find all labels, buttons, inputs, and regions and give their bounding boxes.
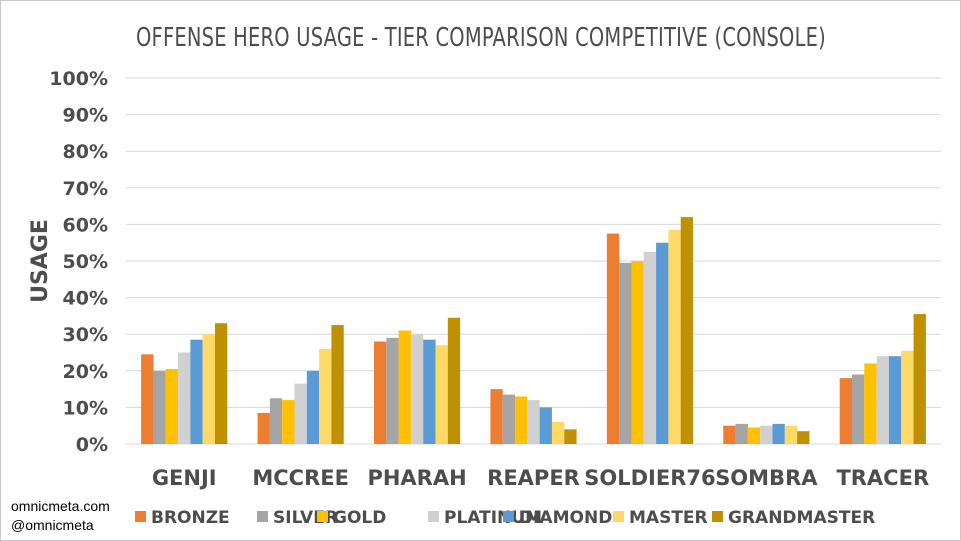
watermark-handle: @omnicmeta (11, 517, 94, 533)
bar-sombra-bronze (723, 425, 736, 444)
bar-mccree-gold (282, 400, 295, 444)
bar-soldier76-platinum (643, 251, 657, 444)
legend-label: GRANDMASTER (728, 508, 875, 528)
bar-tracer-gold (864, 363, 877, 444)
bar-genji-platinum (178, 352, 191, 444)
y-axis-ticks: 0% 10% 20% 30% 40% 50% 60% 70% 80% 90% 100% (49, 68, 108, 456)
bar-mccree-master (319, 348, 332, 444)
y-tick-label: 10% (63, 397, 108, 419)
bar-soldier76-diamond (656, 242, 669, 444)
bar-reaper-gold (515, 396, 528, 444)
bar-mccree-diamond (306, 370, 320, 444)
bar-tracer-silver (852, 374, 865, 444)
y-tick-label: 80% (63, 141, 108, 163)
x-tick-label: PHARAH (367, 466, 466, 490)
bar-mccree-platinum (294, 383, 307, 444)
bar-pharah-grandmaster (447, 317, 461, 444)
legend-label: GOLD (333, 508, 386, 528)
x-tick-label: SOLDIER76 (584, 466, 715, 490)
legend-label: DIAMOND (519, 508, 612, 528)
legend-swatch (317, 511, 328, 522)
legend-label: SILVER (273, 508, 338, 528)
bar-genji-grandmaster (214, 323, 228, 444)
y-tick-label: 20% (63, 361, 108, 383)
bar-pharah-gold (398, 330, 411, 444)
watermark: omnicmeta.com @omnicmeta (11, 497, 110, 535)
bar-pharah-diamond (423, 339, 436, 444)
bar-sombra-grandmaster (797, 431, 810, 444)
bar-sombra-silver (735, 423, 748, 444)
legend-swatch (712, 511, 723, 522)
bar-genji-gold (165, 368, 179, 444)
legend-swatch (613, 511, 624, 522)
legend-swatch (428, 511, 439, 522)
bar-soldier76-master (668, 229, 681, 444)
legend-swatch (257, 511, 268, 522)
bar-mccree-grandmaster (331, 325, 344, 444)
bar-reaper-silver (502, 394, 516, 444)
watermark-site: omnicmeta.com (11, 498, 110, 514)
bar-soldier76-gold (631, 261, 644, 444)
bar-mccree-silver (269, 398, 283, 444)
bar-genji-diamond (190, 339, 203, 444)
gridlines (126, 77, 941, 445)
bar-soldier76-grandmaster (680, 217, 694, 444)
bar-sombra-diamond (772, 423, 785, 444)
bar-reaper-grandmaster (564, 429, 577, 444)
y-tick-label: 30% (63, 324, 108, 346)
x-axis-ticks: GENJI MCCREE PHARAH REAPER SOLDIER76 SOMBRA TR… (152, 466, 929, 490)
y-tick-label: 100% (49, 68, 108, 90)
bar-genji-silver (153, 370, 166, 444)
bar-pharah-master (435, 345, 448, 444)
bar-tracer-grandmaster (913, 314, 926, 444)
x-tick-label: TRACER (836, 466, 929, 490)
x-tick-label: MCCREE (252, 466, 349, 490)
legend-swatch (135, 511, 146, 522)
bar-tracer-bronze (839, 378, 853, 444)
bar-mccree-bronze (257, 412, 270, 444)
bars (141, 217, 926, 444)
legend-label: BRONZE (151, 508, 230, 528)
bar-reaper-platinum (527, 400, 540, 444)
bar-sombra-platinum (760, 425, 773, 444)
bar-sombra-gold (747, 427, 761, 444)
legend-label: MASTER (629, 508, 708, 528)
x-tick-label: GENJI (152, 466, 217, 490)
bar-reaper-master (551, 422, 565, 444)
bar-reaper-diamond (539, 407, 552, 444)
bar-tracer-master (901, 350, 914, 444)
legend-swatch (503, 511, 514, 522)
y-tick-label: 70% (63, 178, 108, 200)
legend-label: PLATINUM (444, 508, 542, 528)
y-tick-label: 0% (76, 434, 108, 456)
chart-title: OFFENSE HERO USAGE - TIER COMPARISON COM… (136, 23, 826, 53)
bar-soldier76-silver (619, 262, 632, 444)
bar-genji-bronze (141, 354, 154, 444)
y-tick-label: 60% (63, 214, 108, 236)
bar-genji-master (202, 334, 215, 444)
y-axis-label: USAGE (28, 219, 53, 303)
y-tick-label: 90% (63, 105, 108, 127)
bar-tracer-diamond (888, 356, 902, 444)
bar-pharah-bronze (373, 341, 387, 444)
bar-pharah-silver (386, 337, 399, 444)
y-tick-label: 50% (63, 251, 108, 273)
bar-tracer-platinum (876, 356, 889, 444)
x-tick-label: REAPER (487, 466, 580, 490)
bar-sombra-master (784, 425, 798, 444)
x-tick-label: SOMBRA (715, 466, 818, 490)
bar-reaper-bronze (490, 389, 503, 444)
y-tick-label: 40% (63, 288, 108, 310)
bar-pharah-platinum (410, 334, 424, 444)
bar-soldier76-bronze (606, 233, 620, 444)
